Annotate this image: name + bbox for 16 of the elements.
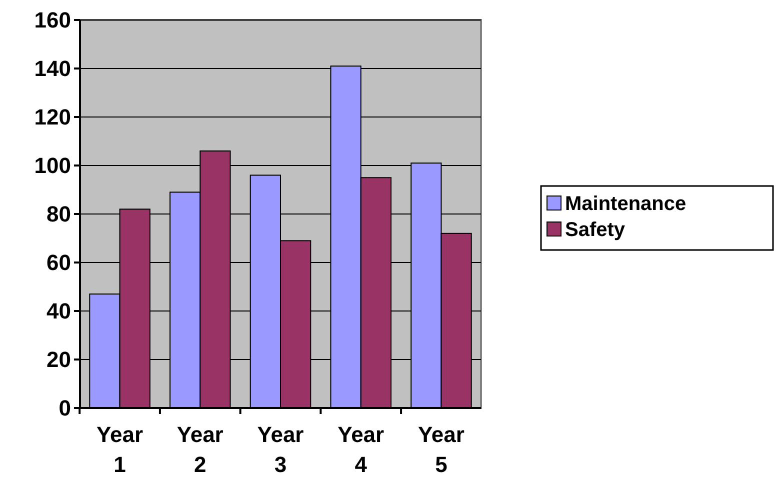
y-tick-label: 160 (34, 8, 71, 33)
y-tick-label: 140 (34, 56, 71, 82)
y-tick-label: 80 (46, 202, 71, 227)
y-tick-label: 20 (46, 347, 71, 372)
legend-label: Maintenance (565, 193, 686, 215)
x-tick-label: Year 5 (418, 422, 465, 477)
x-tick-label: Year 4 (338, 422, 385, 477)
x-tick-label: Year 2 (176, 422, 224, 477)
x-tick-label: Year 3 (257, 422, 304, 477)
x-tick-label: Year 1 (96, 422, 144, 477)
legend-label: Safety (565, 219, 626, 241)
y-tick-label: 120 (34, 104, 71, 130)
y-tick-label: 100 (34, 153, 71, 178)
y-tick-label: 60 (46, 250, 71, 276)
y-tick-label: 0 (58, 396, 71, 421)
y-tick-label: 40 (46, 298, 71, 324)
